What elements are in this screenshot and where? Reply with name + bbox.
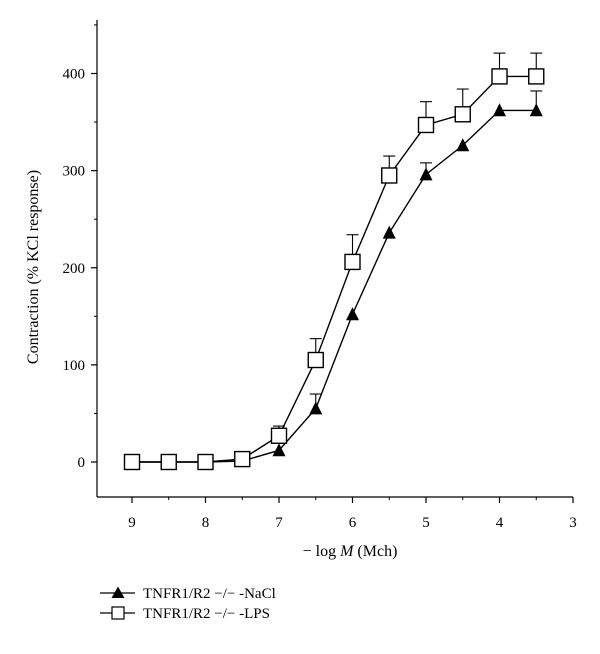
data-point-square [417,116,435,134]
data-point-square [123,453,141,471]
x-tick-label: 4 [496,515,504,531]
x-tick-label: 9 [128,515,136,531]
data-point-triangle [529,103,543,117]
legend: TNFR1/R2 −/− -NaCl TNFR1/R2 −/− -LPS [100,586,276,622]
data-point-square [344,253,361,271]
x-tick-label: 8 [202,515,210,531]
data-point-square [491,68,508,85]
x-tick-label: 5 [422,515,430,531]
data-point-square [160,453,177,471]
y-axis-title: Contraction (% KCl response) [25,170,42,364]
data-point-triangle [272,443,286,457]
data-point-square [270,427,288,444]
data-point-triangle [419,167,433,181]
data-point-square [197,453,214,471]
tick-labels: 0 100 200 300 400 9 8 7 6 5 4 3 [63,67,577,532]
series-line-0 [132,109,537,463]
data-point-triangle [493,103,506,117]
data-point-square [234,450,251,468]
x-tick-label: 3 [569,515,577,531]
data-point-triangle [456,138,470,152]
data-point-triangle [346,307,359,321]
series-line-1 [132,75,537,463]
data-point-triangle [309,401,323,415]
data-point-square [381,167,398,184]
legend-item-nacl: TNFR1/R2 −/− -NaCl [100,586,276,602]
legend-marker-square-icon [111,606,125,620]
axes [91,20,574,503]
x-tick-label: 7 [275,515,283,531]
data-point-square [307,351,324,369]
legend-item-lps: TNFR1/R2 −/− -LPS [100,606,270,622]
legend-label-nacl: TNFR1/R2 −/− -NaCl [143,586,276,602]
x-axis-title: − log M (Mch) [303,543,398,560]
y-tick-label: 200 [63,261,86,277]
y-tick-label: 0 [78,455,86,471]
data-point-triangle [382,225,396,239]
series-lines [132,75,537,463]
legend-marker-triangle-icon [111,586,125,598]
y-tick-label: 400 [63,67,86,83]
x-tick-label: 6 [349,515,357,531]
data-point-square [528,68,545,85]
y-tick-label: 100 [63,358,86,374]
y-tick-label: 300 [63,164,86,180]
legend-label-lps: TNFR1/R2 −/− -LPS [143,606,270,622]
data-point-square [454,106,471,123]
series-markers [123,68,545,471]
